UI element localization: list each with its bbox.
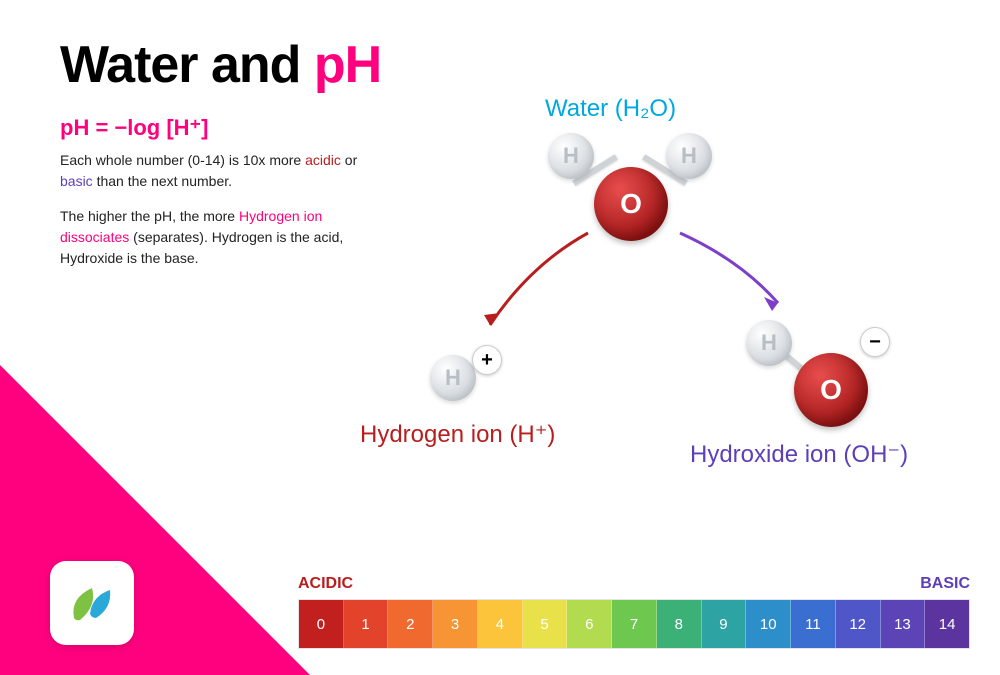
leaf-icon <box>62 578 122 628</box>
charge-plus: + <box>472 345 502 375</box>
ph-cell: 10 <box>746 600 791 648</box>
acidic-label: ACIDIC <box>298 575 353 593</box>
title-part2: pH <box>314 36 381 94</box>
description: Each whole number (0-14) is 10x more aci… <box>60 150 370 283</box>
hydrogen-atom: H <box>746 320 792 366</box>
formula: pH = −log [H⁺] <box>60 115 209 141</box>
water-label: Water (H₂O) <box>545 95 676 123</box>
ph-scale-labels: ACIDIC BASIC <box>298 575 970 593</box>
ph-cell: 2 <box>388 600 433 648</box>
molecule-diagram: Water (H₂O) H H O H + Hydrogen ion (H⁺) … <box>400 95 980 515</box>
ph-cell: 11 <box>791 600 836 648</box>
hydrogen-atom: H <box>548 133 594 179</box>
ph-scale-cells: 01234567891011121314 <box>298 599 970 649</box>
arrow-left <box>470 225 600 345</box>
ph-cell: 8 <box>657 600 702 648</box>
hydrogen-ion-label: Hydrogen ion (H⁺) <box>360 420 555 449</box>
ph-cell: 3 <box>433 600 478 648</box>
oxygen-atom: O <box>594 167 668 241</box>
description-para-1: Each whole number (0-14) is 10x more aci… <box>60 150 370 192</box>
ph-cell: 9 <box>702 600 747 648</box>
ph-cell: 6 <box>567 600 612 648</box>
corner-triangle <box>0 365 310 675</box>
ph-cell: 13 <box>881 600 926 648</box>
ph-cell: 5 <box>523 600 568 648</box>
description-para-2: The higher the pH, the more Hydrogen ion… <box>60 206 370 269</box>
ph-scale: ACIDIC BASIC 01234567891011121314 <box>298 575 970 649</box>
title-part1: Water and <box>60 36 314 94</box>
hydrogen-atom: H <box>666 133 712 179</box>
basic-label: BASIC <box>920 575 970 593</box>
ph-cell: 1 <box>344 600 389 648</box>
ph-cell: 4 <box>478 600 523 648</box>
charge-minus: − <box>860 327 890 357</box>
ph-cell: 14 <box>925 600 969 648</box>
hydrogen-atom: H <box>430 355 476 401</box>
ph-cell: 12 <box>836 600 881 648</box>
logo <box>50 561 134 645</box>
arrow-right <box>670 225 800 325</box>
hydroxide-ion-label: Hydroxide ion (OH⁻) <box>690 440 908 469</box>
oxygen-atom: O <box>794 353 868 427</box>
ph-cell: 7 <box>612 600 657 648</box>
page-title: Water and pH <box>60 35 381 95</box>
ph-cell: 0 <box>299 600 344 648</box>
